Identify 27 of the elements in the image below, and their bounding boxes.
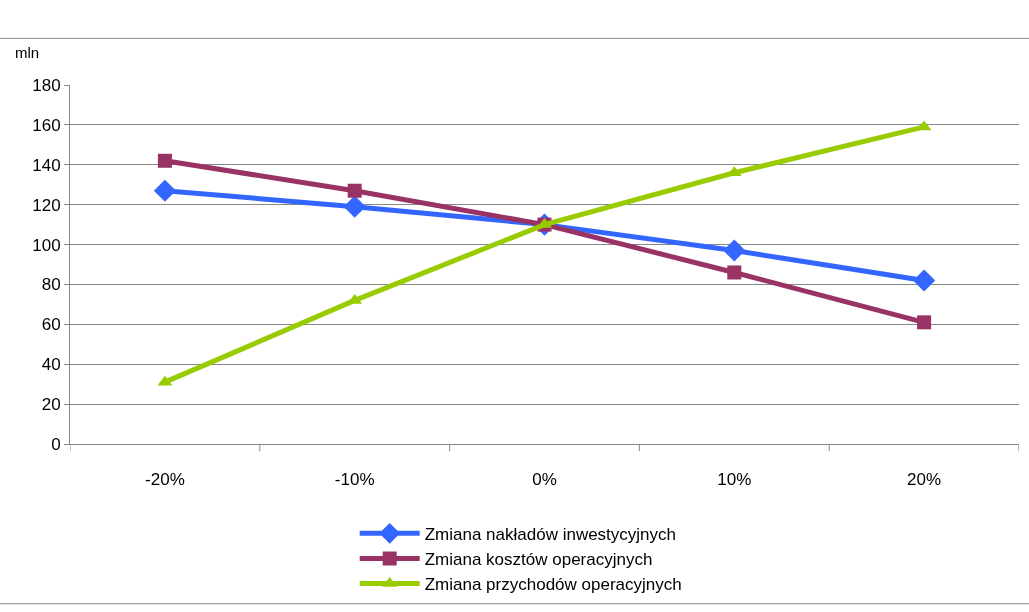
x-tick-label: -20% xyxy=(145,470,185,490)
y-tick-label: 0 xyxy=(51,434,61,454)
x-tick-label: -10% xyxy=(334,470,375,490)
point xyxy=(723,239,746,262)
legend-label: Zmiana kosztów operacyjnych xyxy=(424,550,653,570)
legend-label: Zmiana przychodów operacyjnych xyxy=(424,575,682,595)
y-tick-label: 80 xyxy=(41,275,61,295)
point xyxy=(727,265,742,280)
point xyxy=(347,183,362,198)
y-tick-label: 20 xyxy=(41,395,61,415)
legend-label: Zmiana nakładów inwestycyjnych xyxy=(424,524,677,544)
point xyxy=(153,179,176,202)
x-tick-label: 0% xyxy=(532,470,557,490)
y-tick-label: 100 xyxy=(32,235,61,255)
x-tick-label: 10% xyxy=(717,470,752,490)
y-tick-label: 60 xyxy=(41,315,61,335)
y-tick-label: 180 xyxy=(32,75,61,95)
point xyxy=(343,195,366,218)
point xyxy=(913,269,936,292)
point xyxy=(157,153,172,168)
point xyxy=(917,315,932,330)
y-tick-label: 140 xyxy=(32,155,61,175)
x-tick-label: 20% xyxy=(907,470,942,490)
y-tick-label: 120 xyxy=(32,195,61,215)
y-axis-title: mln xyxy=(15,44,40,61)
y-tick-label: 40 xyxy=(41,355,61,375)
y-tick-label: 160 xyxy=(32,115,61,135)
